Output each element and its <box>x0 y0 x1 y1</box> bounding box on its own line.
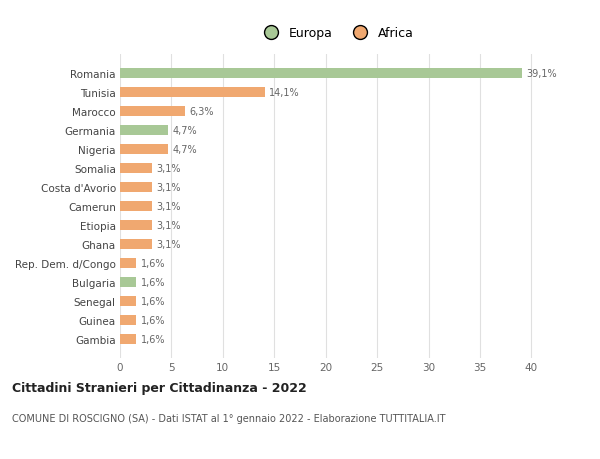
Text: 1,6%: 1,6% <box>140 258 165 269</box>
Text: 1,6%: 1,6% <box>140 296 165 306</box>
Bar <box>120 182 152 193</box>
Text: 1,6%: 1,6% <box>140 277 165 287</box>
Legend: Europa, Africa: Europa, Africa <box>254 22 418 45</box>
Text: 4,7%: 4,7% <box>172 145 197 155</box>
Bar <box>120 202 152 212</box>
Text: Cittadini Stranieri per Cittadinanza - 2022: Cittadini Stranieri per Cittadinanza - 2… <box>12 381 307 394</box>
Text: COMUNE DI ROSCIGNO (SA) - Dati ISTAT al 1° gennaio 2022 - Elaborazione TUTTITALI: COMUNE DI ROSCIGNO (SA) - Dati ISTAT al … <box>12 413 445 423</box>
Bar <box>120 69 522 79</box>
Bar <box>120 334 136 344</box>
Text: 14,1%: 14,1% <box>269 88 300 98</box>
Bar <box>120 296 136 307</box>
Text: 39,1%: 39,1% <box>526 69 557 79</box>
Bar <box>120 315 136 325</box>
Bar <box>120 277 136 287</box>
Text: 1,6%: 1,6% <box>140 334 165 344</box>
Text: 4,7%: 4,7% <box>172 126 197 136</box>
Text: 3,1%: 3,1% <box>156 202 181 212</box>
Bar <box>120 88 265 98</box>
Bar <box>120 258 136 269</box>
Bar <box>120 239 152 250</box>
Bar <box>120 145 169 155</box>
Text: 3,1%: 3,1% <box>156 183 181 193</box>
Text: 3,1%: 3,1% <box>156 220 181 230</box>
Text: 3,1%: 3,1% <box>156 164 181 174</box>
Bar <box>120 220 152 231</box>
Bar <box>120 126 169 136</box>
Text: 6,3%: 6,3% <box>189 107 214 117</box>
Text: 3,1%: 3,1% <box>156 240 181 249</box>
Text: 1,6%: 1,6% <box>140 315 165 325</box>
Bar <box>120 163 152 174</box>
Bar <box>120 106 185 117</box>
